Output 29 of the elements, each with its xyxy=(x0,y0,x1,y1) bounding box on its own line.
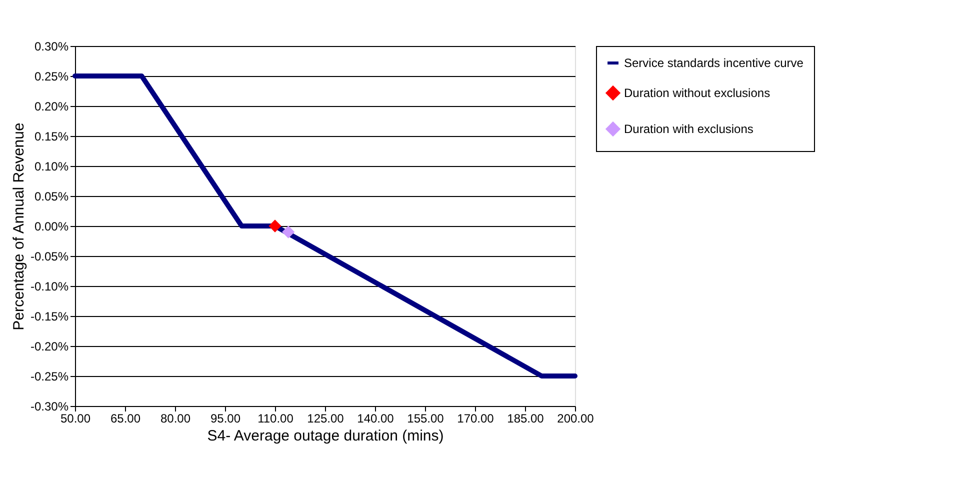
y-tick-label: 0.25% xyxy=(34,70,69,84)
y-tick-label: -0.30% xyxy=(30,400,69,414)
x-tick-label: 155.00 xyxy=(407,412,444,426)
y-tick-label: -0.25% xyxy=(30,370,69,384)
x-tick-label: 80.00 xyxy=(160,412,191,426)
x-tick-label: 170.00 xyxy=(457,412,494,426)
x-tick-label: 140.00 xyxy=(357,412,394,426)
x-tick-label: 110.00 xyxy=(258,412,294,426)
x-tick-label: 125.00 xyxy=(307,412,344,426)
legend-label: Service standards incentive curve xyxy=(624,56,804,70)
x-axis-title: S4- Average outage duration (mins) xyxy=(207,428,444,444)
y-tick-label: -0.15% xyxy=(30,310,69,324)
x-tick-label: 95.00 xyxy=(210,412,241,426)
y-tick-label: 0.10% xyxy=(34,160,69,174)
legend-label: Duration without exclusions xyxy=(624,86,770,100)
y-tick-label: -0.10% xyxy=(30,280,69,294)
y-axis-title: Percentage of Annual Revenue xyxy=(10,122,28,330)
y-tick-label: 0.05% xyxy=(34,190,69,204)
x-tick-label: 200.00 xyxy=(557,412,594,426)
x-tick-label: 185.00 xyxy=(507,412,544,426)
x-tick-label: 50.00 xyxy=(60,412,91,426)
x-tick-label: 65.00 xyxy=(110,412,141,426)
y-tick-label: 0.20% xyxy=(34,100,69,114)
y-tick-label: 0.15% xyxy=(34,130,69,144)
y-tick-label: 0.30% xyxy=(34,40,69,54)
y-tick-label: -0.05% xyxy=(30,250,69,264)
legend-label: Duration with exclusions xyxy=(624,122,754,136)
y-tick-label: -0.20% xyxy=(30,340,69,354)
y-tick-label: 0.00% xyxy=(34,220,69,234)
